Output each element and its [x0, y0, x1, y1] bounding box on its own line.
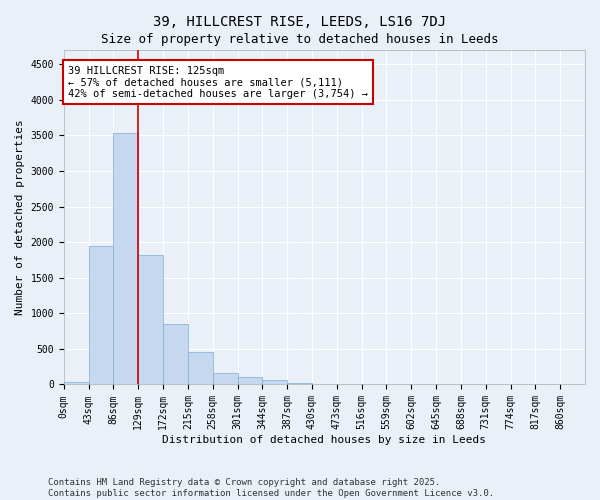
Bar: [89, 246, 113, 384]
X-axis label: Distribution of detached houses by size in Leeds: Distribution of detached houses by size …: [163, 435, 487, 445]
Bar: [163, 324, 188, 384]
Bar: [262, 380, 287, 384]
Bar: [287, 383, 312, 384]
Y-axis label: Number of detached properties: Number of detached properties: [15, 120, 25, 315]
Bar: [212, 374, 238, 384]
Text: 39 HILLCREST RISE: 125sqm
← 57% of detached houses are smaller (5,111)
42% of se: 39 HILLCREST RISE: 125sqm ← 57% of detac…: [68, 66, 368, 99]
Bar: [238, 377, 262, 384]
Bar: [138, 255, 163, 384]
Bar: [188, 352, 212, 384]
Text: Size of property relative to detached houses in Leeds: Size of property relative to detached ho…: [101, 32, 499, 46]
Text: 39, HILLCREST RISE, LEEDS, LS16 7DJ: 39, HILLCREST RISE, LEEDS, LS16 7DJ: [154, 15, 446, 29]
Bar: [64, 382, 89, 384]
Text: Contains HM Land Registry data © Crown copyright and database right 2025.
Contai: Contains HM Land Registry data © Crown c…: [48, 478, 494, 498]
Bar: [113, 134, 138, 384]
